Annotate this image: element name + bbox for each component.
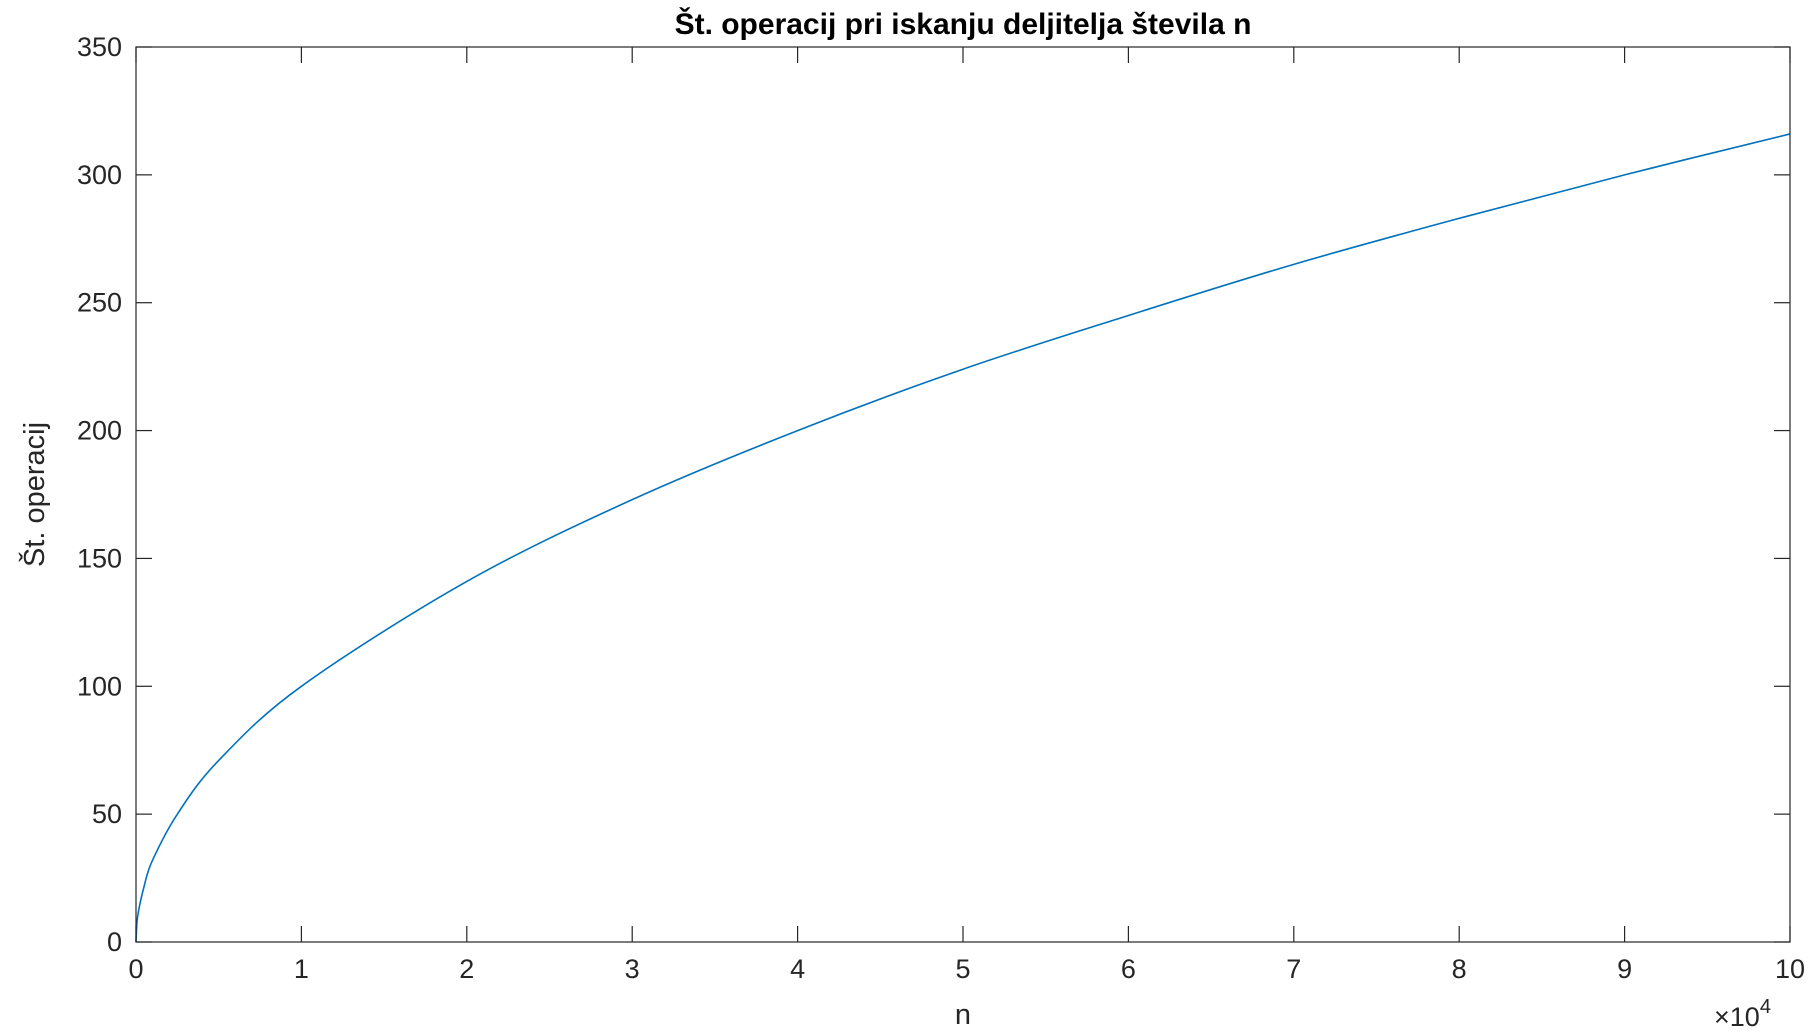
x-tick-label: 6 [1121,954,1136,984]
x-axis-tick-labels: 0 1 2 3 4 5 6 7 8 9 10 [128,954,1805,984]
x-tick-label: 8 [1452,954,1467,984]
y-axis-tick-labels: 0 50 100 150 200 250 300 350 [77,32,122,957]
x-axis-label: n [955,999,971,1031]
x-tick-label: 10 [1775,954,1805,984]
y-axis-ticks [136,46,1790,943]
y-tick-label: 350 [77,32,122,62]
x-axis-exponent: ×104 [1714,996,1771,1032]
x-exponent-base: ×10 [1714,1002,1760,1032]
y-tick-label: 50 [92,799,122,829]
x-tick-label: 3 [625,954,640,984]
x-axis-ticks [135,47,1791,942]
x-tick-label: 7 [1286,954,1301,984]
x-tick-label: 2 [459,954,474,984]
data-series-line [135,133,1791,943]
chart-title: Št. operacij pri iskanju deljitelja štev… [675,7,1252,41]
x-exponent-power: 4 [1760,996,1771,1018]
x-tick-label: 9 [1617,954,1632,984]
y-tick-label: 300 [77,160,122,190]
x-tick-label: 1 [294,954,309,984]
x-tick-label: 0 [128,954,143,984]
y-axis-label: Št. operacij [17,422,51,567]
y-tick-label: 200 [77,416,122,446]
y-tick-label: 100 [77,671,122,701]
x-tick-label: 5 [955,954,970,984]
y-tick-label: 0 [107,927,122,957]
x-tick-label: 4 [790,954,805,984]
y-tick-label: 250 [77,288,122,318]
y-tick-label: 150 [77,543,122,573]
